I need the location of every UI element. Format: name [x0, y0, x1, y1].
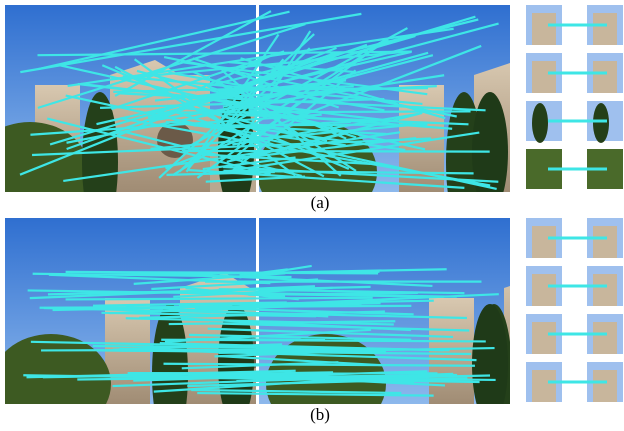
tree	[82, 92, 118, 232]
figure: (a) (b)	[0, 0, 624, 431]
photo	[0, 5, 290, 232]
thumb-stone	[532, 322, 556, 354]
thumb-stone	[593, 61, 617, 93]
thumb-stone	[532, 370, 556, 402]
panel-label: (b)	[310, 405, 330, 424]
thumb-stone	[593, 370, 617, 402]
thumb-stone	[593, 322, 617, 354]
thumb-stone	[532, 226, 556, 258]
panel-label: (a)	[311, 193, 330, 212]
thumb-stone	[593, 13, 617, 45]
thumb-tree	[532, 103, 548, 143]
thumb-stone	[593, 226, 617, 258]
thumb-stone	[532, 274, 556, 306]
tree	[472, 304, 508, 424]
photo-content	[0, 5, 290, 232]
thumb-stone	[532, 13, 556, 45]
match-line	[183, 151, 490, 152]
thumb-stone	[593, 274, 617, 306]
thumb-tree	[593, 103, 609, 143]
thumb-stone	[532, 61, 556, 93]
